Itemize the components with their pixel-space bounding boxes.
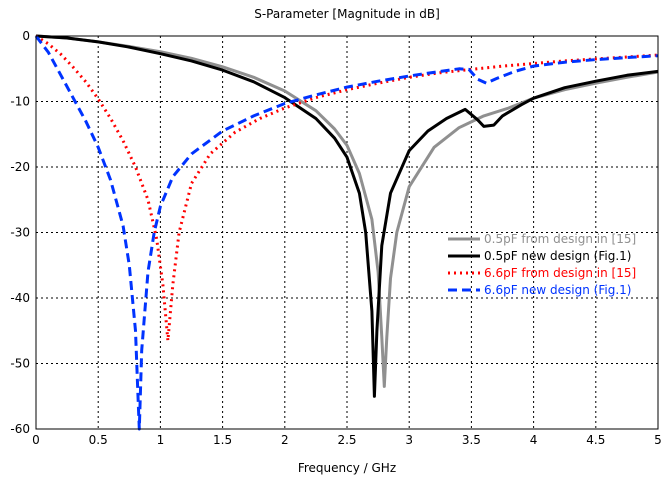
y-tick-labels: 0 -10 -20 -30 -40 -50 -60: [10, 29, 30, 436]
series-line-4: [34, 35, 659, 431]
x-axis-label: Frequency / GHz: [298, 461, 396, 475]
y-tick-label: -10: [10, 95, 30, 109]
x-tick-label: 0.5: [89, 433, 108, 447]
legend-label-2: 0.5pF new design (Fig.1): [484, 249, 631, 263]
x-tick-label: 4.5: [586, 433, 605, 447]
x-tick-label: 2.5: [337, 433, 356, 447]
x-tick-label: 1: [157, 433, 165, 447]
x-tick-label: 5: [654, 433, 661, 447]
y-tick-label: -50: [10, 357, 30, 371]
series-line-1: [35, 34, 659, 388]
y-tick-label: -30: [10, 226, 30, 240]
x-tick-label: 0: [32, 433, 40, 447]
y-tick-label: -60: [10, 422, 30, 436]
y-tick-label: -20: [10, 160, 30, 174]
legend-label-1: 0.5pF from design in [15]: [484, 232, 636, 246]
x-tick-label: 3: [405, 433, 413, 447]
x-tick-label: 2: [281, 433, 289, 447]
x-tick-label: 1.5: [213, 433, 232, 447]
y-tick-label: 0: [22, 29, 30, 43]
chart-title: S-Parameter [Magnitude in dB]: [254, 7, 440, 21]
x-tick-labels: 0 0.5 1 1.5 2 2.5 3 3.5 4 4.5 5: [32, 433, 661, 447]
grid: [36, 36, 658, 429]
legend-label-4: 6.6pF new design (Fig.1): [484, 283, 631, 297]
x-tick-label: 4: [530, 433, 538, 447]
series-line-2: [35, 34, 659, 398]
legend: 0.5pF from design in [15] 0.5pF new desig…: [448, 232, 636, 297]
plot-frame: [35, 35, 659, 430]
x-tick-label: 3.5: [462, 433, 481, 447]
series-lines: [34, 34, 659, 431]
legend-label-3: 6.6pF from design in [15]: [484, 266, 636, 280]
y-tick-label: -40: [10, 291, 30, 305]
